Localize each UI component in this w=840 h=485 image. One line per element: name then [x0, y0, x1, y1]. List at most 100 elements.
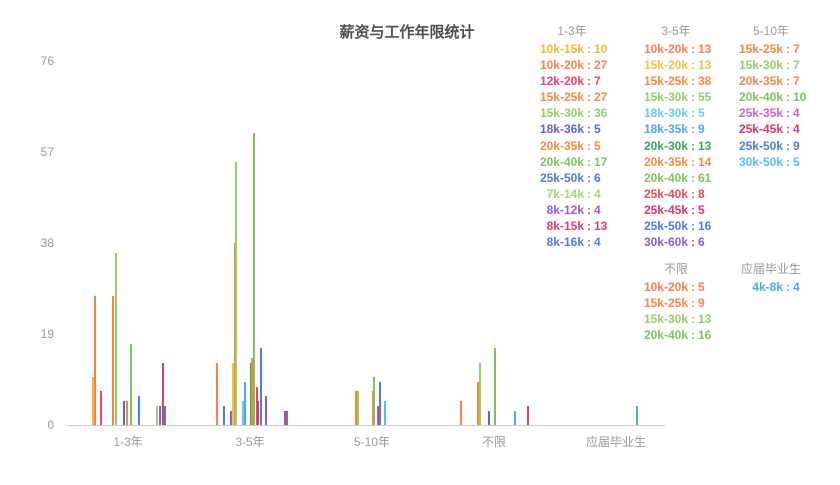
legend-row: 10k-20k:27: [514, 57, 630, 73]
legend-column: 1-3年 10k-15k:10 10k-20k:27 12k-20k:7 15k-25k…: [514, 23, 630, 250]
bar: [478, 362, 481, 425]
legend-separator: :: [786, 58, 790, 73]
legend-range-label: 20k-30k: [643, 138, 688, 153]
legend-separator: :: [587, 122, 591, 137]
legend-separator: :: [786, 106, 790, 121]
legend-row: 15k-25k:27: [514, 89, 630, 105]
bar: [526, 405, 529, 425]
legend-range-label: 18k-30k: [643, 106, 688, 121]
legend-range-label: 7k-14k: [546, 186, 584, 201]
legend-separator: :: [587, 186, 591, 201]
legend-row: 30k-60k:6: [618, 234, 734, 250]
legend-separator: :: [587, 74, 591, 89]
legend-separator: :: [587, 154, 591, 169]
legend-row: 8k-16k:4: [514, 234, 630, 250]
bar: [161, 362, 164, 425]
bar: [251, 357, 253, 425]
bar: [253, 132, 256, 425]
bar: [99, 391, 102, 425]
bar: [376, 405, 379, 425]
bar: [114, 252, 117, 425]
legend-separator: :: [691, 90, 695, 105]
legend-row: 10k-20k:5: [618, 279, 734, 295]
legend-header: 1-3年: [557, 24, 587, 38]
legend-row: 25k-50k:16: [618, 218, 734, 234]
legend-value: 16: [698, 219, 712, 234]
legend-separator: :: [587, 106, 591, 121]
bar: [371, 391, 374, 425]
bar: [477, 381, 479, 425]
legend-separator: :: [786, 122, 790, 137]
bar: [459, 401, 462, 425]
legend-row: 8k-15k:13: [514, 218, 630, 234]
legend-column: 不限 10k-20k:5 15k-25k:9 15k-30k:13 20k-40k:16: [618, 261, 734, 343]
legend-value: 7: [793, 42, 800, 56]
bar: [383, 401, 386, 425]
legend-row: 15k-30k:13: [618, 311, 734, 327]
legend-separator: :: [587, 138, 591, 153]
legend-row: 10k-20k:13: [618, 41, 734, 57]
legend-value: 7: [793, 58, 800, 73]
legend-value: 61: [698, 170, 712, 185]
bar: [232, 362, 234, 425]
legend-separator: :: [587, 235, 591, 250]
legend-value: 27: [594, 58, 608, 73]
legend-range-label: 20k-35k: [643, 154, 688, 169]
legend-separator: :: [691, 312, 695, 327]
legend-row: 20k-35k:7: [713, 73, 829, 89]
legend-separator: :: [691, 138, 695, 153]
legend-separator: :: [691, 154, 695, 169]
bar: [243, 381, 246, 425]
legend-row: 10k-15k:10: [514, 41, 630, 57]
legend-separator: :: [691, 219, 695, 234]
legend-value: 36: [594, 106, 608, 121]
legend-row: 20k-40k:16: [618, 327, 734, 343]
legend-range-label: 25k-50k: [643, 219, 688, 234]
bar: [265, 396, 268, 425]
legend-range-label: 25k-45k: [643, 202, 688, 217]
legend-separator: :: [786, 280, 790, 294]
legend-column: 应届毕业生 4k-8k:4: [713, 261, 829, 295]
legend-range-label: 25k-50k: [539, 170, 584, 185]
legend-value: 6: [594, 170, 601, 185]
legend-value: 7: [793, 74, 800, 89]
bar: [125, 401, 128, 425]
bar: [241, 401, 244, 425]
legend-row: 4k-8k:4: [713, 279, 829, 295]
legend-row: 25k-40k:8: [618, 186, 734, 202]
legend-range-label: 8k-15k: [546, 219, 584, 234]
legend-value: 5: [698, 106, 705, 121]
legend-row: 15k-25k:38: [618, 73, 734, 89]
legend-value: 6: [698, 235, 705, 250]
legend-value: 5: [793, 154, 800, 169]
bar: [229, 410, 232, 425]
legend-value: 4: [594, 186, 601, 201]
legend-value: 9: [698, 122, 705, 137]
legend-separator: :: [691, 235, 695, 250]
bar: [257, 401, 260, 425]
legend-value: 4: [793, 122, 800, 137]
legend-value: 38: [698, 74, 712, 89]
bar: [94, 295, 96, 425]
legend-row: 12k-20k:7: [514, 73, 630, 89]
legend-row: 25k-50k:9: [713, 138, 829, 154]
legend-range-label: 20k-40k: [539, 154, 584, 169]
x-tick-label: 1-3年: [113, 435, 143, 449]
legend-row: 8k-12k:4: [514, 202, 630, 218]
legend-separator: :: [786, 90, 790, 105]
legend-range-label: 25k-35k: [738, 106, 783, 121]
legend-row: 25k-45k:4: [713, 121, 829, 137]
legend-separator: :: [786, 42, 790, 56]
legend-value: 5: [698, 202, 705, 217]
legend-range-label: 20k-40k: [738, 90, 783, 105]
bar: [285, 410, 288, 425]
legend-value: 4: [594, 235, 601, 250]
legend-range-label: 10k-20k: [643, 280, 688, 294]
legend-separator: :: [587, 202, 591, 217]
bar: [92, 377, 94, 425]
bar: [159, 405, 161, 425]
legend-separator: :: [786, 138, 790, 153]
legend-range-label: 25k-40k: [643, 186, 688, 201]
bar: [222, 405, 225, 425]
